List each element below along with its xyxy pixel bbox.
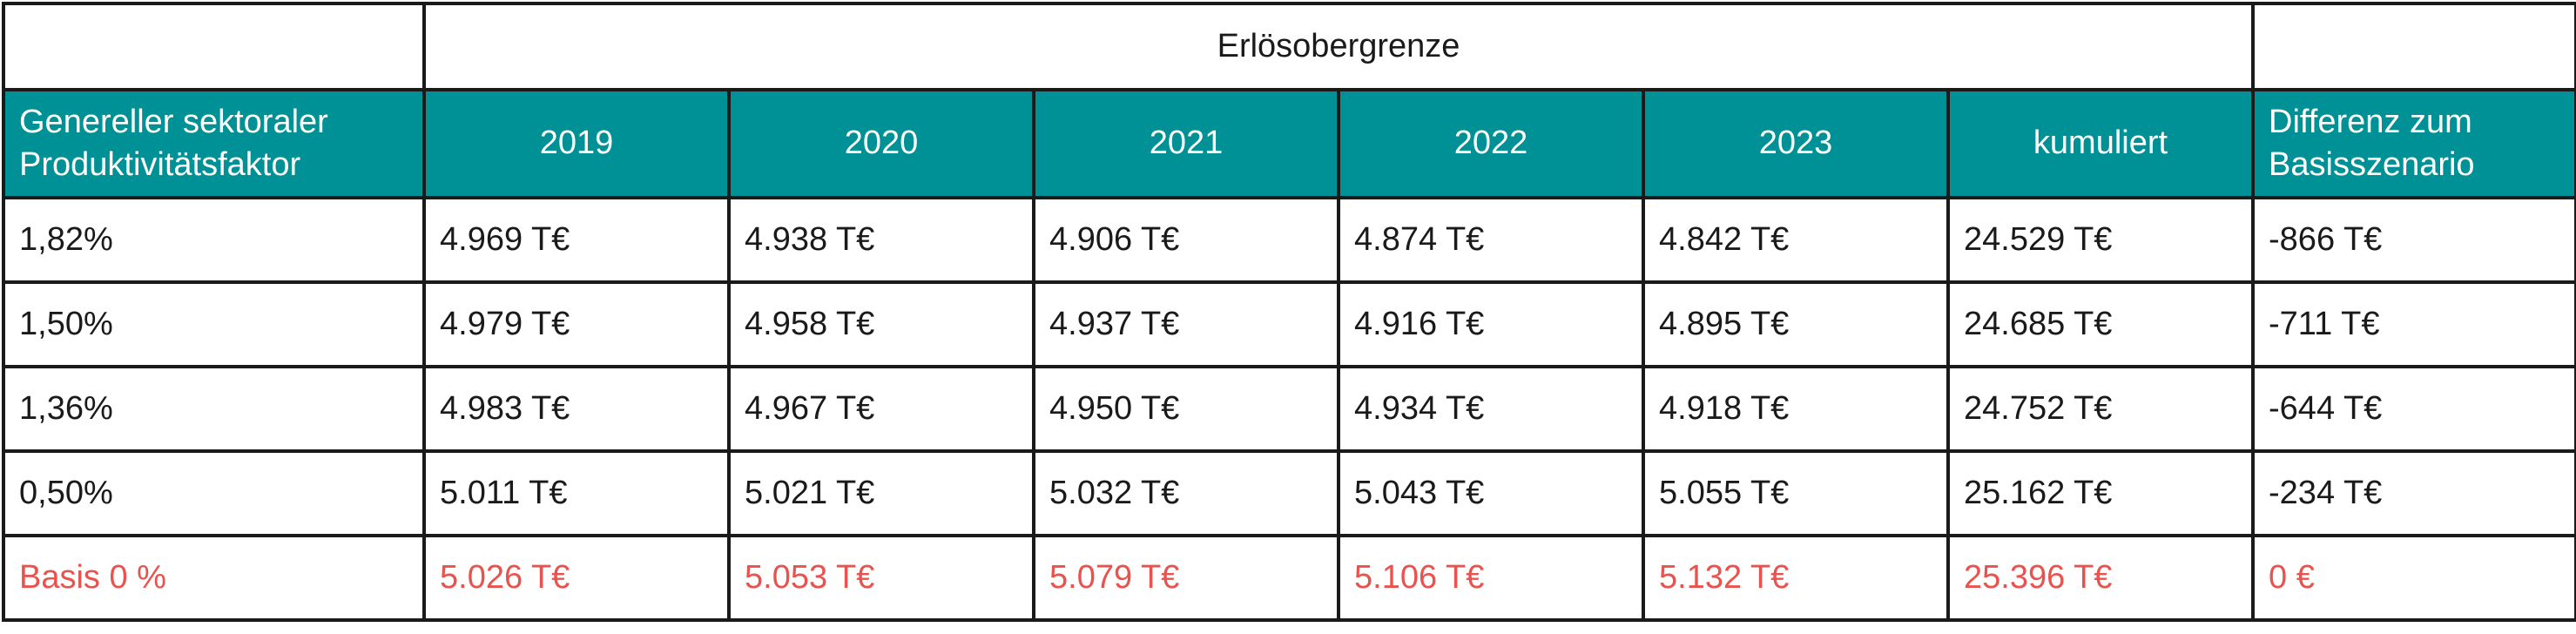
cell-factor: 1,50%	[2, 280, 426, 368]
cell-factor: 0,50%	[2, 449, 426, 537]
cell-cumulative: 24.529 T€	[1945, 196, 2256, 284]
cell-factor: 1,36%	[2, 365, 426, 453]
cell-difference: -234 T€	[2251, 449, 2576, 537]
cell-cumulative: 24.685 T€	[1945, 280, 2256, 368]
header-year-2019: 2019	[422, 88, 731, 199]
cell-factor: Basis 0 %	[2, 534, 426, 622]
cell-value: 5.026 T€	[422, 534, 731, 622]
cell-value: 4.950 T€	[1032, 365, 1340, 453]
cell-value: 5.043 T€	[1337, 449, 1645, 537]
table-row: 1,36% 4.983 T€ 4.967 T€ 4.950 T€ 4.934 T…	[2, 365, 2576, 453]
table-row: 0,50% 5.011 T€ 5.021 T€ 5.032 T€ 5.043 T…	[2, 449, 2576, 537]
cell-value: 4.934 T€	[1337, 365, 1645, 453]
cell-value: 5.032 T€	[1032, 449, 1340, 537]
header-cumulative: kumuliert	[1945, 88, 2256, 199]
table-row: 1,82% 4.969 T€ 4.938 T€ 4.906 T€ 4.874 T…	[2, 196, 2576, 284]
header-year-2022: 2022	[1337, 88, 1645, 199]
cell-cumulative: 24.752 T€	[1945, 365, 2256, 453]
cell-difference: -644 T€	[2251, 365, 2576, 453]
cell-value: 4.969 T€	[422, 196, 731, 284]
group-header-cell: Erlösobergrenze	[421, 2, 2256, 91]
cell-value: 4.916 T€	[1337, 280, 1645, 368]
cell-value: 5.106 T€	[1337, 534, 1645, 622]
cell-value: 4.842 T€	[1642, 196, 1950, 284]
cell-value: 4.937 T€	[1032, 280, 1340, 368]
cell-value: 4.906 T€	[1032, 196, 1340, 284]
empty-top-right-cell	[2251, 2, 2576, 91]
header-factor: Genereller sektoraler Produktivitätsfakt…	[2, 88, 426, 199]
table-row: 1,50% 4.979 T€ 4.958 T€ 4.937 T€ 4.916 T…	[2, 280, 2576, 368]
cell-value: 4.874 T€	[1337, 196, 1645, 284]
cell-factor: 1,82%	[2, 196, 426, 284]
table-row-base-scenario: Basis 0 % 5.026 T€ 5.053 T€ 5.079 T€ 5.1…	[2, 534, 2576, 622]
cell-value: 4.979 T€	[422, 280, 731, 368]
cell-value: 4.895 T€	[1642, 280, 1950, 368]
cell-difference: -866 T€	[2251, 196, 2576, 284]
cell-value: 5.011 T€	[422, 449, 731, 537]
header-year-2021: 2021	[1032, 88, 1340, 199]
cell-value: 4.983 T€	[422, 365, 731, 453]
cell-difference: 0 €	[2251, 534, 2576, 622]
header-year-2020: 2020	[727, 88, 1035, 199]
cell-value: 5.053 T€	[727, 534, 1035, 622]
header-year-2023: 2023	[1642, 88, 1950, 199]
cell-cumulative: 25.396 T€	[1945, 534, 2256, 622]
cell-value: 4.938 T€	[727, 196, 1035, 284]
cell-value: 4.918 T€	[1642, 365, 1950, 453]
cell-cumulative: 25.162 T€	[1945, 449, 2256, 537]
cell-value: 5.079 T€	[1032, 534, 1340, 622]
header-difference: Differenz zum Basisszenario	[2251, 88, 2576, 199]
empty-corner-cell	[2, 2, 426, 91]
column-header-row: Genereller sektoraler Produktivitätsfakt…	[2, 88, 2576, 199]
cell-value: 4.967 T€	[727, 365, 1035, 453]
cell-value: 5.055 T€	[1642, 449, 1950, 537]
cell-value: 5.132 T€	[1642, 534, 1950, 622]
cell-value: 4.958 T€	[727, 280, 1035, 368]
revenue-cap-table: Erlösobergrenze Genereller sektoraler Pr…	[2, 2, 2576, 622]
cell-value: 5.021 T€	[727, 449, 1035, 537]
group-header-row: Erlösobergrenze	[2, 2, 2576, 91]
cell-difference: -711 T€	[2251, 280, 2576, 368]
